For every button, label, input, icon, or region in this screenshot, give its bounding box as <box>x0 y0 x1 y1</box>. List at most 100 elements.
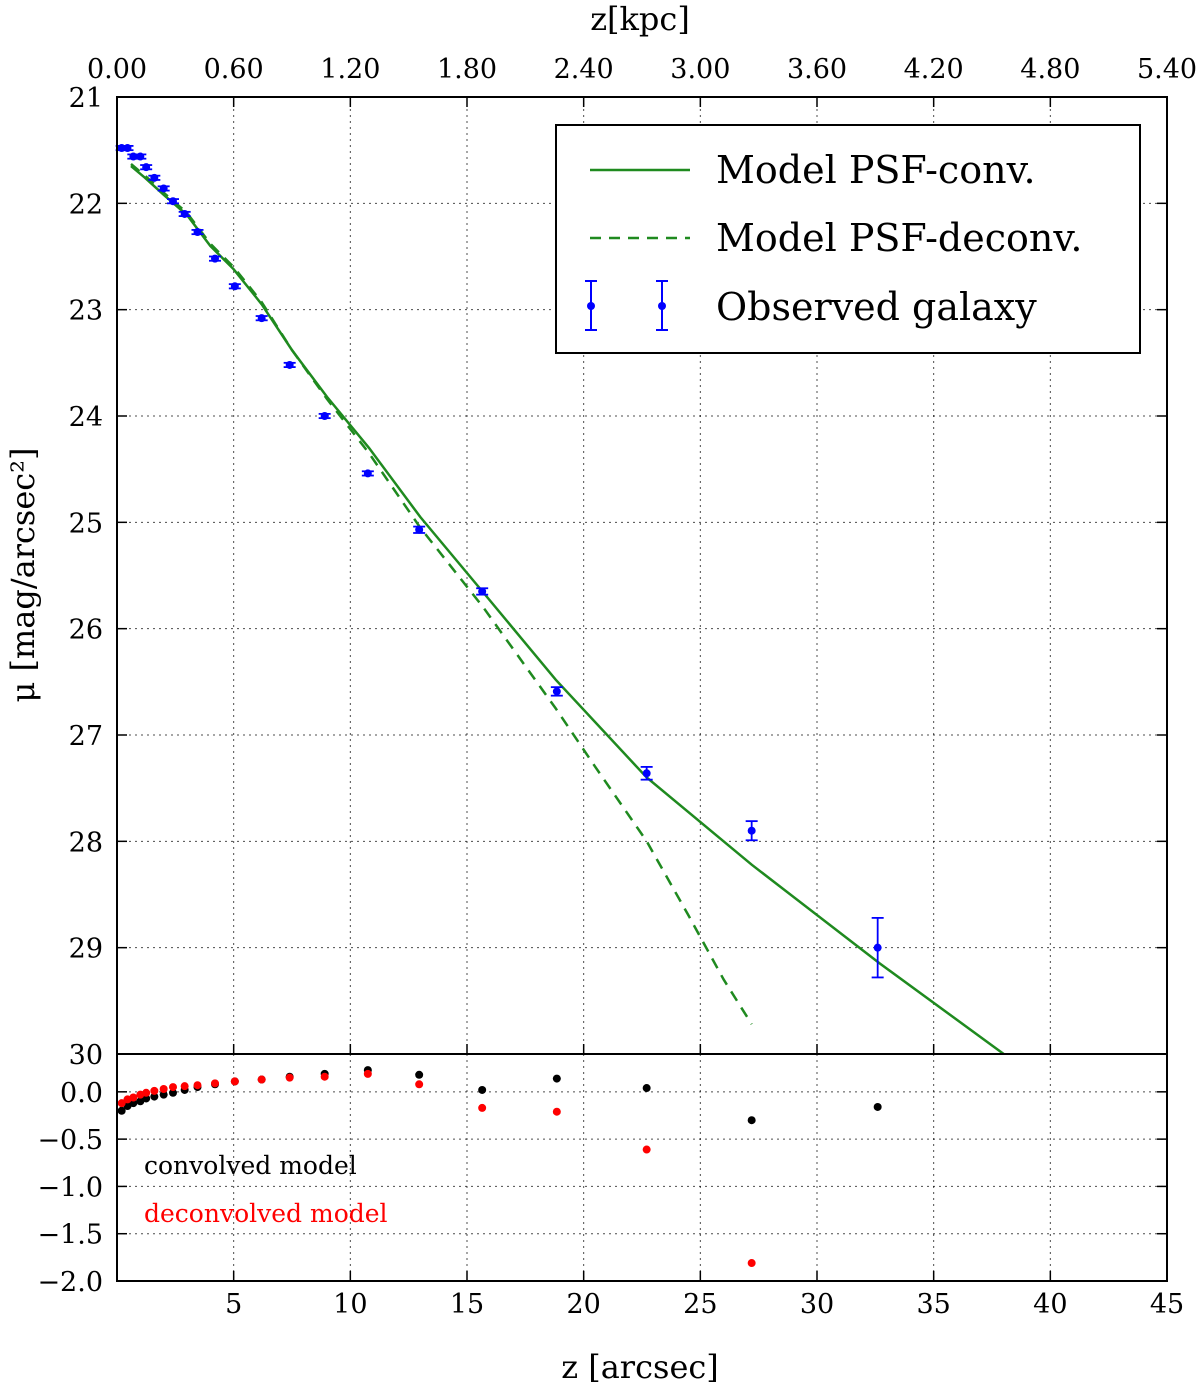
observed-point <box>640 766 653 781</box>
observed-point <box>318 412 331 420</box>
residual-deconvolved-point <box>159 1084 168 1093</box>
main-ytick-label: 24 <box>69 402 103 433</box>
legend-label-observed: Observed galaxy <box>716 285 1037 329</box>
annotation-convolved: convolved model <box>144 1151 357 1180</box>
observed-point <box>191 228 204 237</box>
residual-convolved-point <box>150 1092 159 1101</box>
residual-deconvolved-point <box>180 1082 189 1091</box>
residual-deconvolved-point <box>150 1086 159 1095</box>
residual-convolved-point <box>642 1084 651 1093</box>
legend: Model PSF-conv. Model PSF-deconv. Observ… <box>555 124 1141 354</box>
observed-marker <box>285 360 294 369</box>
observed-marker <box>180 209 189 218</box>
bottom-xtick-label: 35 <box>916 1289 950 1320</box>
residual-deconvolved-point <box>142 1088 151 1097</box>
top-xtick-label: 3.60 <box>787 54 847 85</box>
observed-point <box>361 469 374 478</box>
residual-convolved-point <box>117 1106 126 1115</box>
main-ytick-label: 26 <box>69 615 103 646</box>
residual-deconvolved-point <box>211 1079 219 1088</box>
residual-deconvolved-point <box>230 1077 239 1086</box>
observed-point <box>283 360 296 369</box>
legend-errorbar-marker <box>585 280 668 331</box>
bottom-xtick-label: 45 <box>1150 1289 1184 1320</box>
observed-marker <box>257 314 266 323</box>
observed-marker <box>747 826 756 835</box>
main-series <box>115 144 1005 1056</box>
observed-point <box>209 254 221 263</box>
residual-deconvolved-point <box>285 1073 294 1082</box>
observed-point <box>871 916 884 979</box>
residual-ytick-label: −0.5 <box>37 1125 103 1156</box>
residual-ytick-label: −1.5 <box>37 1220 103 1251</box>
x-axis-title: z [arcsec] <box>561 1348 719 1386</box>
observed-marker <box>136 152 145 161</box>
residual-deconvolved-point <box>169 1083 177 1092</box>
residual-deconvolved-point <box>257 1075 266 1084</box>
bottom-xtick-label: 10 <box>333 1289 367 1320</box>
main-grid <box>117 97 1167 1054</box>
top-xtick-label: 4.20 <box>904 54 964 85</box>
residual-deconvolved-point <box>129 1093 138 1102</box>
top-xtick-label: 2.40 <box>554 54 614 85</box>
bottom-xtick-label: 20 <box>566 1289 600 1320</box>
top-xtick-label: 5.40 <box>1137 54 1197 85</box>
observed-marker <box>123 144 132 153</box>
residual-convolved-point <box>873 1102 882 1111</box>
legend-label-conv: Model PSF-conv. <box>716 148 1036 192</box>
model-psf-deconv-line <box>130 163 753 1025</box>
observed-point <box>178 209 191 218</box>
residual-deconvolved-point <box>642 1145 651 1154</box>
residual-deconvolved-point <box>363 1069 372 1078</box>
observed-point <box>550 686 563 697</box>
observed-marker <box>363 469 372 478</box>
main-ytick-label: 25 <box>69 508 103 539</box>
bottom-xtick-label: 40 <box>1033 1289 1067 1320</box>
top-axis-title: z[kpc] <box>590 0 690 38</box>
top-xtick-label: 1.20 <box>320 54 380 85</box>
observed-marker <box>159 184 168 193</box>
observed-point <box>228 282 241 291</box>
residual-convolved-point <box>415 1070 424 1079</box>
bottom-xtick-label: 5 <box>225 1289 242 1320</box>
residual-convolved-point <box>747 1116 756 1125</box>
observed-point <box>157 184 170 193</box>
residual-deconvolved-point <box>478 1103 487 1112</box>
ticks <box>116 96 1168 1282</box>
observed-marker <box>320 412 329 420</box>
residual-convolved-point <box>552 1074 561 1083</box>
y-axis-title: μ [mag/arcsec²] <box>4 447 42 702</box>
top-xtick-label: 4.80 <box>1020 54 1080 85</box>
observed-marker <box>642 769 651 778</box>
residual-series <box>117 1066 882 1268</box>
observed-marker <box>230 282 239 291</box>
residual-deconvolved-point <box>117 1099 126 1108</box>
observed-point <box>476 587 489 596</box>
residual-deconvolved-point <box>320 1072 329 1081</box>
bottom-xtick-label: 25 <box>683 1289 717 1320</box>
bottom-xtick-label: 15 <box>450 1289 484 1320</box>
residual-convolved-point <box>159 1090 168 1099</box>
residual-deconvolved-point <box>193 1081 202 1090</box>
observed-marker <box>193 228 202 237</box>
main-ytick-label: 21 <box>69 83 103 114</box>
observed-marker <box>150 173 159 182</box>
observed-point <box>121 144 134 153</box>
residual-convolved-point <box>169 1088 177 1097</box>
observed-marker <box>415 525 424 534</box>
bottom-xtick-label: 30 <box>800 1289 834 1320</box>
observed-point <box>148 173 161 182</box>
main-ytick-label: 29 <box>69 934 103 965</box>
residual-deconvolved-point <box>747 1259 756 1268</box>
residual-grid <box>117 1054 1167 1281</box>
observed-point <box>745 820 758 842</box>
observed-marker <box>552 687 561 696</box>
legend-label-deconv: Model PSF-deconv. <box>716 216 1082 260</box>
observed-marker <box>169 197 177 206</box>
main-ytick-label: 28 <box>69 827 103 858</box>
residual-convolved-point <box>129 1099 138 1108</box>
observed-marker <box>873 943 882 952</box>
residual-convolved-point <box>142 1094 151 1103</box>
tick-labels: 21 22 23 24 25 26 27 28 29 30 0.00 0.60 1.20 1.80 2.40… <box>37 54 1197 1320</box>
residual-plot-frame <box>116 1053 1168 1282</box>
